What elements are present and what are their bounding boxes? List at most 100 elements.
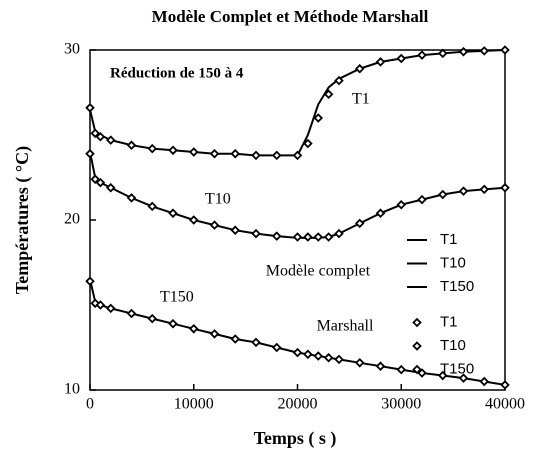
legend-group-label: Marshall (317, 318, 374, 335)
legend-label: T10 (440, 254, 466, 271)
marker (303, 138, 313, 149)
marker (354, 63, 365, 74)
marker (147, 313, 158, 324)
marker (209, 148, 220, 159)
marker (209, 329, 220, 339)
annotation: T10 (205, 191, 231, 208)
x-tick-label: 10000 (174, 396, 214, 413)
marker (230, 148, 241, 159)
marker (105, 182, 116, 193)
marker (292, 150, 303, 161)
x-tick-label: 30000 (381, 396, 421, 413)
marker (313, 113, 324, 123)
marker (85, 103, 95, 113)
marker (479, 376, 490, 387)
marker (271, 231, 282, 241)
marker (458, 186, 469, 196)
legend-label: T1 (440, 231, 458, 248)
legend-label: T150 (440, 360, 474, 377)
marker (500, 45, 510, 55)
marker (303, 232, 313, 242)
chart-title: Modèle Complet et Méthode Marshall (152, 7, 429, 26)
annotation: T1 (352, 91, 370, 108)
y-tick-label: 30 (64, 41, 80, 58)
marker (375, 208, 386, 218)
marker (500, 182, 510, 193)
marker (188, 324, 199, 334)
y-tick-label: 20 (64, 211, 80, 228)
marker (323, 352, 334, 363)
marker (334, 354, 344, 365)
x-tick-label: 40000 (485, 396, 525, 413)
marker (251, 228, 261, 239)
legend-swatch (412, 317, 422, 328)
marker (396, 53, 407, 64)
marker (292, 232, 303, 242)
marker (85, 276, 95, 286)
marker (375, 57, 386, 67)
marker (437, 189, 448, 200)
marker (168, 145, 178, 156)
marker (417, 50, 427, 60)
legend-swatch (412, 364, 422, 375)
annotation: T150 (160, 289, 194, 306)
marker (230, 225, 241, 235)
marker (168, 318, 178, 329)
marker (168, 208, 178, 218)
marker (126, 140, 137, 150)
marker (437, 48, 448, 59)
legend-label: T10 (440, 337, 466, 354)
marker (313, 351, 324, 361)
marker (354, 358, 365, 368)
marker (90, 128, 100, 139)
marker (396, 199, 407, 210)
marker (437, 370, 448, 381)
legend-swatch (412, 341, 422, 351)
marker (95, 177, 106, 188)
marker (95, 300, 106, 310)
marker (323, 232, 334, 242)
marker (500, 380, 510, 390)
marker (85, 148, 95, 159)
marker (303, 349, 313, 360)
marker (251, 150, 261, 161)
marker (417, 368, 427, 378)
marker (188, 147, 199, 157)
marker (271, 342, 282, 353)
marker (90, 174, 100, 184)
marker (334, 228, 344, 239)
legend-label: T150 (440, 278, 474, 295)
legend-group-label: Modèle complet (266, 263, 371, 280)
marker (230, 334, 241, 344)
marker (95, 131, 106, 142)
marker (147, 143, 158, 154)
marker (105, 135, 116, 145)
marker (334, 75, 344, 86)
marker (126, 193, 137, 203)
x-tick-label: 20000 (278, 396, 318, 413)
marker (188, 215, 199, 225)
marker (375, 361, 386, 371)
x-tick-label: 0 (86, 396, 94, 413)
marker (147, 201, 158, 212)
marker (313, 232, 324, 242)
marker (479, 184, 490, 195)
x-axis-label: Temps ( s ) (254, 428, 337, 449)
marker (323, 89, 334, 99)
y-tick-label: 10 (64, 381, 80, 398)
legend-label: T1 (440, 313, 458, 330)
marker (479, 46, 490, 56)
marker (458, 373, 469, 383)
marker (126, 308, 137, 319)
marker (396, 364, 407, 375)
marker (209, 220, 220, 230)
marker (251, 337, 261, 348)
annotation: Réduction de 150 à 4 (110, 65, 244, 81)
marker (458, 46, 469, 57)
y-axis-label: Températures ( °C) (12, 146, 33, 294)
marker (292, 347, 303, 358)
marker (105, 303, 116, 314)
marker (354, 218, 365, 229)
marker (271, 150, 282, 161)
